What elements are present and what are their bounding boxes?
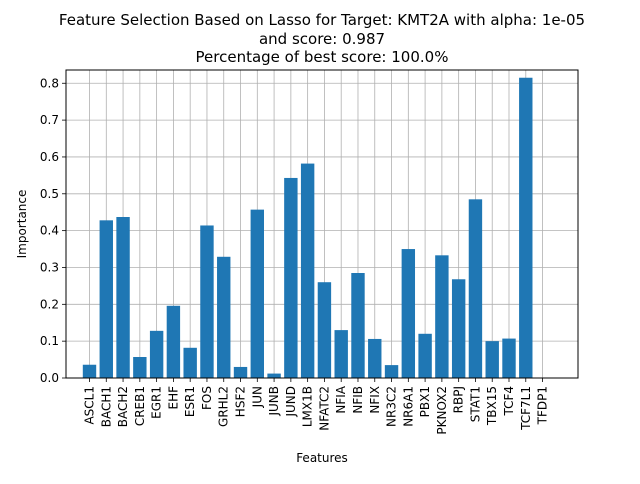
chart-title: Feature Selection Based on Lasso for Tar… bbox=[59, 11, 585, 66]
y-tick-label: 0.3 bbox=[40, 260, 59, 274]
bar-hsf2 bbox=[233, 366, 248, 378]
bar-jund bbox=[284, 177, 298, 378]
bar-tcf7l1 bbox=[519, 77, 533, 378]
x-tick-label: TBX15 bbox=[485, 386, 499, 426]
bar-grhl2 bbox=[217, 256, 231, 378]
x-tick-label: BACH1 bbox=[99, 386, 113, 427]
title-line-3: Percentage of best score: 100.0% bbox=[196, 48, 449, 66]
x-tick-label: NFIX bbox=[368, 386, 382, 414]
x-tick-label: NFATC2 bbox=[317, 386, 331, 431]
x-tick-label: LMX1B bbox=[301, 386, 315, 427]
bar-pknox2 bbox=[435, 255, 449, 378]
bar-stat1 bbox=[468, 199, 483, 378]
bar-rbpj bbox=[451, 279, 466, 378]
x-axis-label: Features bbox=[296, 451, 348, 465]
x-tick-label: HSF2 bbox=[234, 386, 248, 417]
x-tick-label: NR3C2 bbox=[385, 386, 399, 427]
bar-nfatc2 bbox=[317, 282, 332, 378]
x-tick-label: TFDP1 bbox=[536, 386, 550, 425]
bar-nfia bbox=[334, 330, 348, 378]
y-tick-label: 0.5 bbox=[40, 187, 59, 201]
x-tick-label: JUNB bbox=[267, 386, 281, 417]
bar-fos bbox=[200, 225, 214, 378]
x-tick-label: GRHL2 bbox=[217, 386, 231, 427]
bar-pbx1 bbox=[418, 333, 432, 378]
x-tick-label: EHF bbox=[166, 386, 180, 410]
y-tick-label: 0.1 bbox=[40, 334, 59, 348]
y-tick-label: 0.8 bbox=[40, 76, 59, 90]
bars bbox=[82, 77, 533, 378]
x-tick-label: PKNOX2 bbox=[435, 386, 449, 435]
x-tick-label: RBPJ bbox=[452, 386, 466, 413]
y-tick-label: 0.7 bbox=[40, 113, 59, 127]
bar-nr3c2 bbox=[384, 365, 399, 378]
x-tick-label: STAT1 bbox=[468, 386, 482, 422]
x-tick-label: NR6A1 bbox=[401, 386, 415, 427]
y-tick-label: 0.2 bbox=[40, 297, 59, 311]
x-tick-label: CREB1 bbox=[133, 386, 147, 426]
title-line-1: Feature Selection Based on Lasso for Tar… bbox=[59, 11, 585, 29]
x-tick-label: EGR1 bbox=[150, 386, 164, 419]
bar-tcf4 bbox=[502, 338, 516, 378]
title-line-2: and score: 0.987 bbox=[259, 30, 385, 48]
bar-lmx1b bbox=[300, 163, 315, 378]
bar-creb1 bbox=[133, 357, 147, 378]
x-tick-label: JUN bbox=[250, 386, 264, 408]
bar-bach2 bbox=[116, 217, 130, 378]
bar-junb bbox=[267, 373, 281, 378]
x-tick-label: TCF7L1 bbox=[519, 386, 533, 431]
bar-nfib bbox=[351, 273, 365, 378]
x-tick-label: PBX1 bbox=[418, 386, 432, 417]
bar-jun bbox=[250, 209, 264, 378]
x-axis-ticks: ASCL1 BACH1 BACH2 CREB1 EGR1 EHF ESR1 FOS GRHL2 H… bbox=[83, 378, 550, 435]
bar-tbx15 bbox=[485, 341, 499, 378]
x-tick-label: TCF4 bbox=[502, 386, 516, 417]
x-tick-label: JUND bbox=[284, 386, 298, 418]
x-tick-label: ASCL1 bbox=[83, 386, 97, 425]
y-tick-label: 0.6 bbox=[40, 150, 59, 164]
bar-nfix bbox=[368, 338, 382, 378]
y-axis-ticks: 0.0 0.1 0.2 0.3 0.4 0.5 0.6 0.7 0.8 bbox=[40, 76, 66, 385]
bar-egr1 bbox=[149, 330, 164, 378]
y-axis-label: Importance bbox=[15, 190, 29, 259]
x-tick-label: FOS bbox=[200, 386, 214, 410]
x-tick-label: ESR1 bbox=[183, 386, 197, 417]
bar-ehf bbox=[166, 305, 181, 378]
bar-nr6a1 bbox=[401, 249, 416, 378]
x-tick-label: NFIA bbox=[334, 385, 348, 413]
bar-ascl1 bbox=[82, 364, 97, 378]
bar-bach1 bbox=[99, 220, 113, 378]
y-tick-label: 0.0 bbox=[40, 371, 59, 385]
plot-frame bbox=[65, 69, 579, 379]
x-tick-label: NFIB bbox=[351, 386, 365, 414]
bar-esr1 bbox=[183, 347, 197, 378]
x-tick-label: BACH2 bbox=[116, 386, 130, 427]
y-tick-label: 0.4 bbox=[40, 224, 59, 238]
